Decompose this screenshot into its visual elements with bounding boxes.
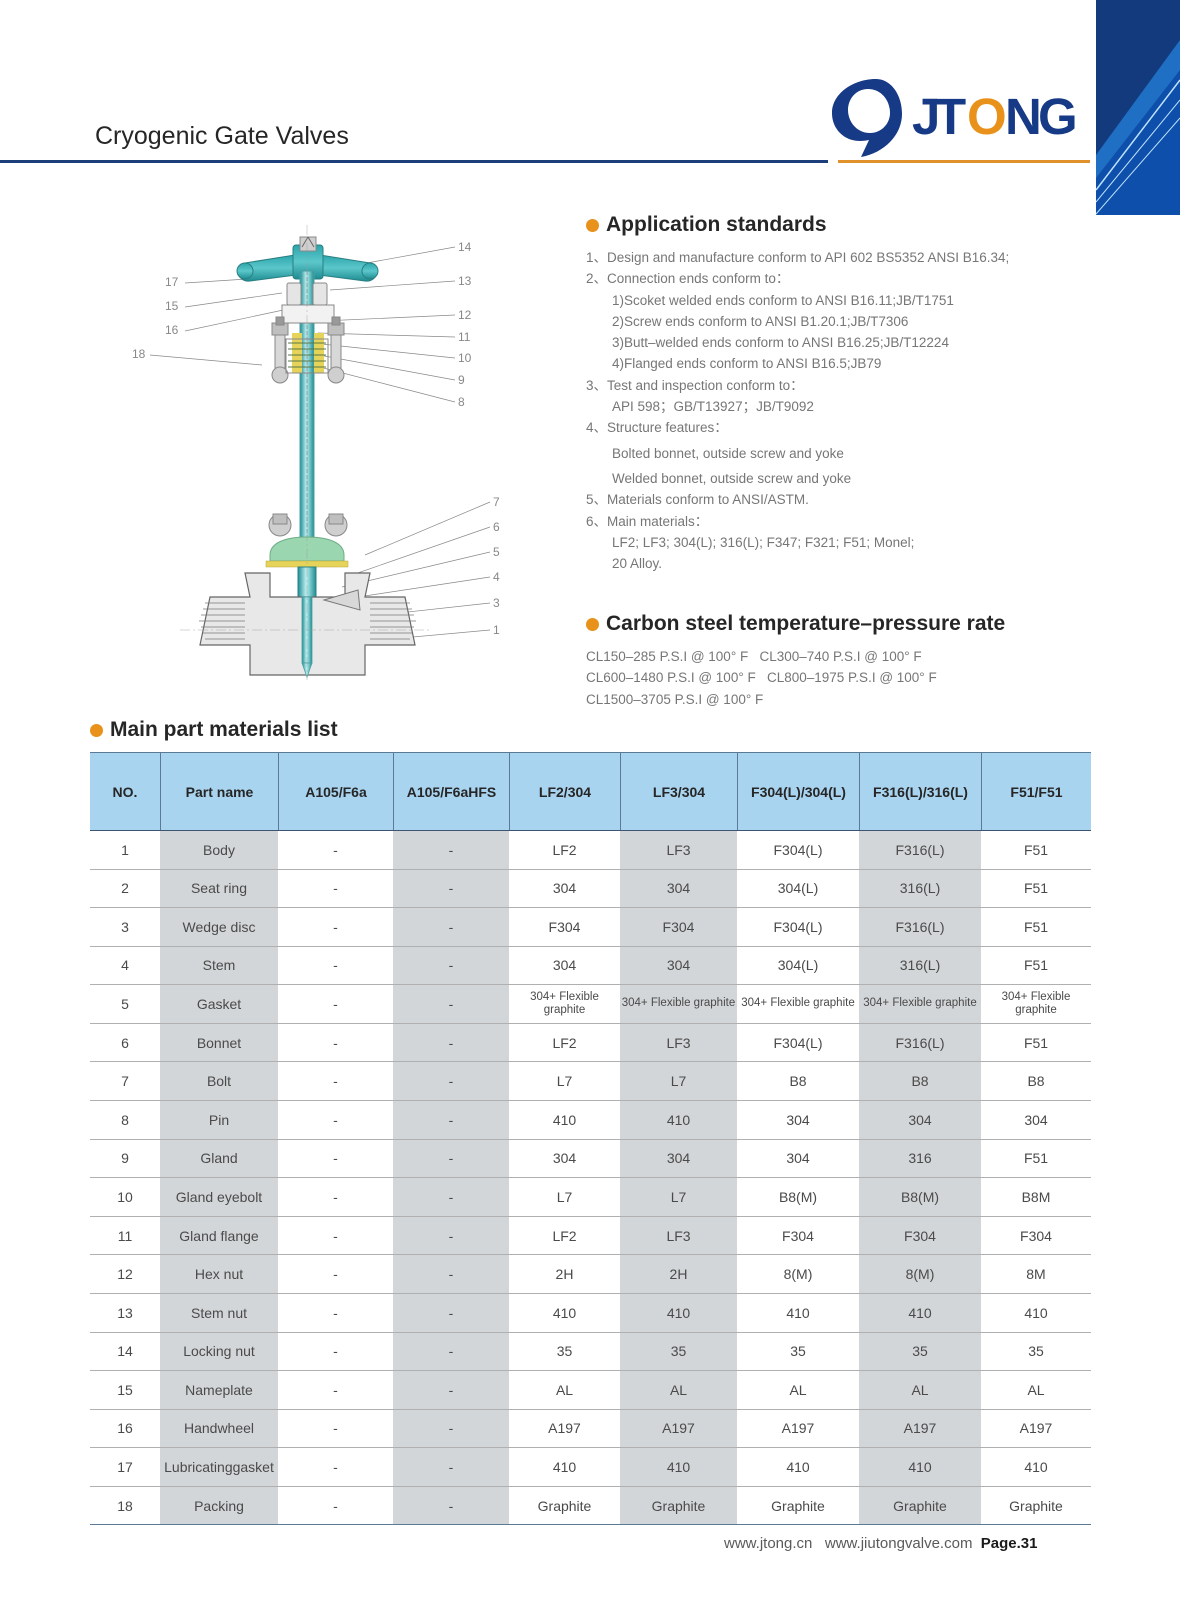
svg-text:1: 1 <box>493 623 500 637</box>
svg-text:4: 4 <box>493 570 500 584</box>
svg-text:G: G <box>1038 88 1076 145</box>
svg-text:9: 9 <box>458 373 465 387</box>
svg-text:18: 18 <box>132 347 146 361</box>
svg-text:14: 14 <box>458 240 472 254</box>
svg-text:15: 15 <box>165 299 179 313</box>
svg-text:10: 10 <box>458 351 472 365</box>
svg-text:6: 6 <box>493 520 500 534</box>
svg-text:7: 7 <box>493 495 500 509</box>
svg-text:13: 13 <box>458 274 472 288</box>
svg-text:11: 11 <box>458 330 471 344</box>
svg-text:16: 16 <box>165 323 179 337</box>
svg-text:12: 12 <box>458 308 472 322</box>
svg-text:T: T <box>935 88 966 145</box>
svg-text:3: 3 <box>493 596 500 610</box>
svg-text:8: 8 <box>458 395 465 409</box>
svg-text:17: 17 <box>165 275 179 289</box>
svg-text:O: O <box>967 88 1005 145</box>
svg-text:N: N <box>1005 88 1040 145</box>
svg-text:5: 5 <box>493 545 500 559</box>
